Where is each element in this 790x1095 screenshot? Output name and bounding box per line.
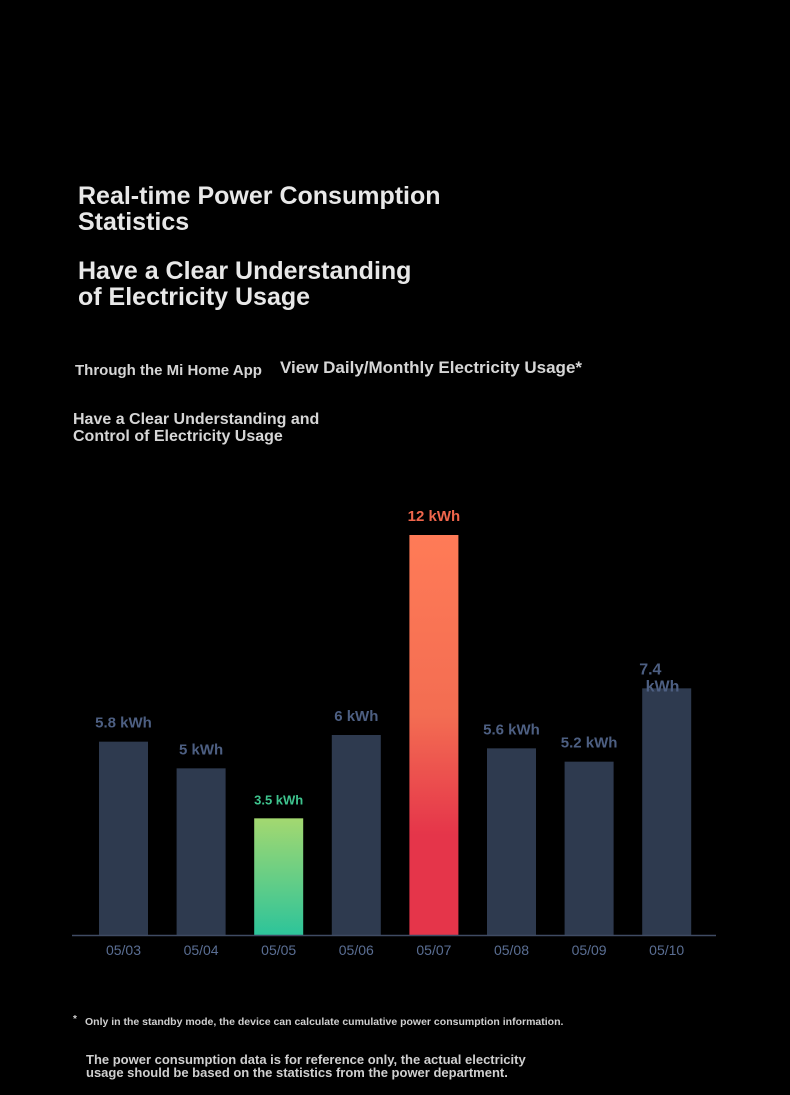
app-caption: Through the Mi Home App [75,362,262,379]
x-tick-05-10: 05/10 [649,942,684,958]
daily-usage-bar-chart: 5.8 kWh 05/03 5 kWh 05/04 3.5 kWh 05/05 6 kWh 0… [72,508,716,958]
footnote-disclaimer: The power consumption data is for refere… [86,1052,526,1080]
x-tick-05-09: 05/09 [572,942,607,958]
x-tick-05-05: 05/05 [261,942,296,958]
value-label-05-04: 5 kWh [179,741,223,758]
value-label-05-07: 12 kWh [408,508,461,525]
value-label-05-03: 5.8 kWh [95,715,152,732]
footnote-standby: Only in the standby mode, the device can… [85,1016,564,1028]
value-label-05-10: 7.4 kWh [639,661,679,695]
usage-caption: View Daily/Monthly Electricity Usage* [280,358,583,377]
bar-05-06 [331,735,381,935]
x-tick-05-07: 05/07 [416,942,451,958]
x-tick-05-03: 05/03 [106,942,141,958]
bar-05-03 [99,741,148,935]
value-label-05-05: 3.5 kWh [254,792,303,807]
bar-05-09 [564,761,614,935]
x-tick-05-04: 05/04 [184,942,219,958]
x-tick-05-06: 05/06 [339,942,374,958]
x-tick-05-08: 05/08 [494,942,529,958]
bar-05-07 [409,535,459,935]
bar-05-04 [176,768,226,935]
footnote-star: * [73,1014,77,1025]
value-label-05-06: 6 kWh [334,708,378,725]
bar-05-05 [254,818,304,935]
page-title: Real-time Power Consumption Statistics [78,182,441,236]
bar-05-08 [487,748,536,935]
page-subtitle: Have a Clear Understanding of Electricit… [78,257,412,311]
bar-05-10 [642,688,692,935]
value-label-05-09: 5.2 kWh [561,735,618,752]
control-caption: Have a Clear Understanding and Control o… [73,411,320,445]
value-label-05-08: 5.6 kWh [483,721,540,738]
